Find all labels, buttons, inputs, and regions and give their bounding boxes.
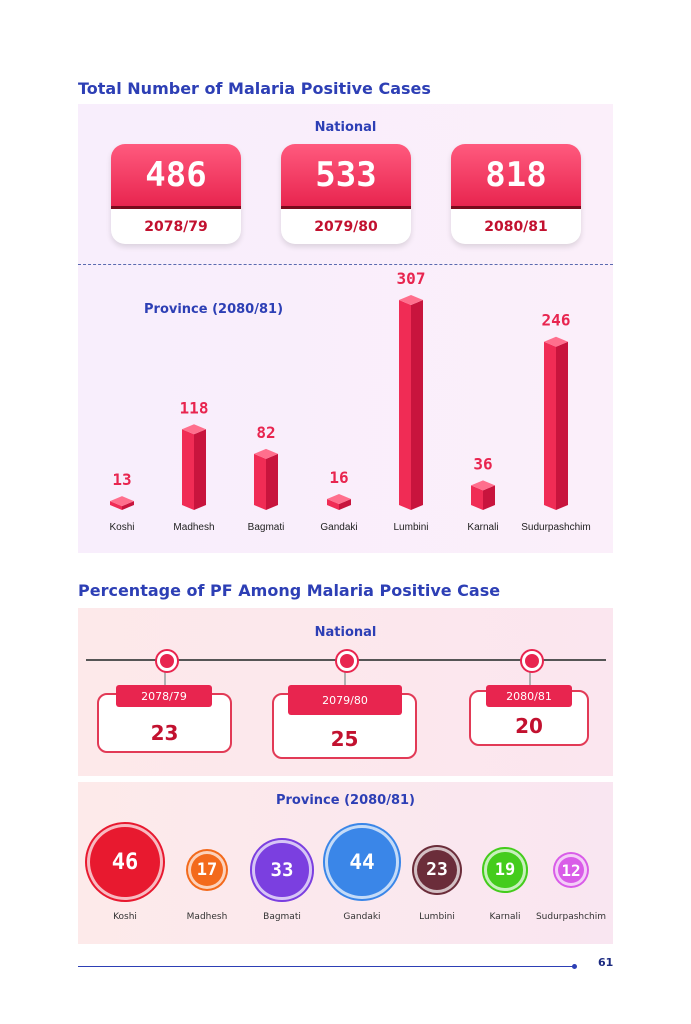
bar-value-label: 36 (473, 454, 492, 473)
bubble-category-label: Sudurpashchim (535, 912, 607, 922)
national-card-year: 2079/80 (281, 206, 411, 244)
bubble-category-label: Lumbini (419, 912, 455, 922)
bar-value-label: 246 (542, 311, 571, 330)
province-title: Province (2080/81) (144, 302, 284, 317)
bubble-category-label: Bagmati (263, 912, 301, 922)
bar-category-label: Karnali (467, 522, 498, 533)
bar-koshi (110, 496, 134, 510)
pf-card-year: 2079/80 (288, 685, 402, 715)
timeline-pin-2 (337, 651, 357, 671)
timeline-pin-1 (157, 651, 177, 671)
section-title-cases: Total Number of Malaria Positive Cases (78, 79, 431, 98)
section-title-pf: Percentage of PF Among Malaria Positive … (78, 581, 501, 600)
national-card-year: 2078/79 (111, 206, 241, 244)
bubble-category-label: Koshi (113, 912, 137, 922)
bubble-karnali: 19 (484, 849, 526, 891)
bar-category-label: Lumbini (393, 522, 428, 533)
bubble-bagmati: 33 (252, 840, 312, 900)
bubble-madhesh: 17 (187, 850, 227, 890)
bar-bagmati (254, 448, 278, 510)
pf-card-value: 23 (150, 721, 179, 745)
pf-national-label: National (314, 625, 377, 640)
bar-value-label: 307 (397, 270, 426, 288)
national-card-2: 533 2079/80 (281, 144, 411, 244)
timeline-pin-3 (522, 651, 542, 671)
national-label: National (314, 120, 377, 135)
pf-card-year: 2078/79 (116, 685, 212, 707)
bar-category-label: Sudurpashchim (521, 522, 590, 533)
bubble-category-label: Gandaki (343, 912, 381, 922)
pin-stem (164, 664, 166, 686)
pin-stem (529, 664, 531, 686)
bubble-koshi: 46 (87, 824, 163, 900)
pf-card-value: 20 (515, 714, 543, 738)
page-number: 61 (598, 956, 614, 969)
bar-sudurpashchim (544, 336, 568, 510)
pf-card-year: 2080/81 (486, 685, 572, 707)
footer-line (78, 966, 576, 967)
national-card-value: 533 (281, 144, 411, 206)
bubble-category-label: Madhesh (186, 912, 228, 922)
national-card-1: 486 2078/79 (111, 144, 241, 244)
footer-dot (572, 964, 577, 969)
bubble-category-label: Karnali (489, 912, 521, 922)
bar-category-label: Gandaki (320, 522, 357, 533)
dashed-divider (78, 264, 613, 265)
national-card-value: 486 (111, 144, 241, 206)
bar-value-label: 118 (180, 398, 209, 417)
bubble-sudurpashchim: 12 (555, 854, 587, 886)
national-card-year: 2080/81 (451, 206, 581, 244)
pf-card-value: 25 (330, 727, 359, 751)
bar-value-label: 82 (256, 423, 275, 442)
bar-lumbini (399, 295, 423, 510)
bar-karnali (471, 480, 495, 510)
bar-value-label: 13 (112, 470, 131, 489)
bar-madhesh (182, 424, 206, 510)
bar-gandaki (327, 494, 351, 510)
bar-category-label: Madhesh (173, 522, 214, 533)
national-card-value: 818 (451, 144, 581, 206)
bar-category-label: Bagmati (248, 522, 285, 533)
bar-category-label: Koshi (109, 522, 134, 533)
pf-province-title: Province (2080/81) (275, 793, 415, 808)
bubble-lumbini: 23 (413, 846, 461, 894)
bar-value-label: 16 (329, 468, 348, 487)
pin-stem (344, 664, 346, 686)
national-card-3: 818 2080/81 (451, 144, 581, 244)
bubble-gandaki: 44 (325, 825, 399, 899)
province-bar-chart: 13 Koshi 118 Madhesh 82 Bagmati 16 Gandaki 307 Lu… (109, 270, 590, 533)
